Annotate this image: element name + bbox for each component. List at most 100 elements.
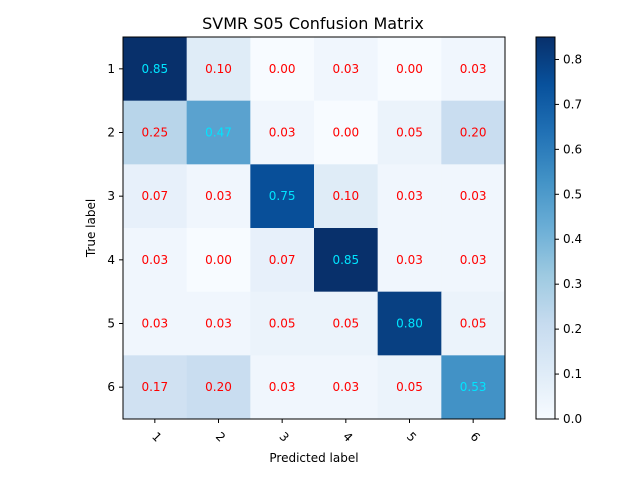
cell-label-r2-c3: 0.03 xyxy=(269,126,296,140)
cell-r3-c5 xyxy=(377,164,442,229)
colorbar-tick-label-0.6: 0.6 xyxy=(563,142,582,156)
cell-label-r1-c6: 0.03 xyxy=(460,62,487,76)
cell-label-r2-c6: 0.20 xyxy=(460,126,487,140)
cell-r6-c6 xyxy=(441,355,506,420)
cell-label-r6-c5: 0.05 xyxy=(396,380,423,394)
cell-label-r5-c6: 0.05 xyxy=(460,317,487,331)
cell-label-r1-c1: 0.85 xyxy=(141,62,168,76)
cell-r5-c3 xyxy=(250,291,315,356)
cell-label-r2-c4: 0.00 xyxy=(332,126,359,140)
cell-r3-c4 xyxy=(314,164,379,229)
cell-label-r6-c3: 0.03 xyxy=(269,380,296,394)
chart-title: SVMR S05 Confusion Matrix xyxy=(202,14,424,33)
colorbar-tick-label-0.1: 0.1 xyxy=(563,367,582,381)
cell-label-r5-c2: 0.03 xyxy=(205,317,232,331)
colorbar-tick-label-0.8: 0.8 xyxy=(563,52,582,66)
cell-r3-c2 xyxy=(186,164,251,229)
cell-r3-c3 xyxy=(250,164,315,229)
y-axis-label: True label xyxy=(84,199,98,258)
colorbar-tick-label-0.0: 0.0 xyxy=(563,412,582,426)
cell-label-r1-c3: 0.00 xyxy=(269,62,296,76)
cell-label-r6-c4: 0.03 xyxy=(332,380,359,394)
cell-r4-c5 xyxy=(377,228,442,293)
cell-r6-c2 xyxy=(186,355,251,420)
x-axis-ticks: 1 2 3 4 5 6 xyxy=(149,419,483,445)
cell-label-r2-c5: 0.05 xyxy=(396,126,423,140)
cell-label-r2-c1: 0.25 xyxy=(141,126,168,140)
colorbar-tick-label-0.3: 0.3 xyxy=(563,277,582,291)
cell-r6-c3 xyxy=(250,355,315,420)
cell-r2-c3 xyxy=(250,100,315,165)
cell-label-r3-c3: 0.75 xyxy=(269,189,296,203)
cell-r3-c6 xyxy=(441,164,506,229)
cell-label-r1-c5: 0.00 xyxy=(396,62,423,76)
cell-label-r1-c2: 0.10 xyxy=(205,62,232,76)
y-tick-label-1: 1 xyxy=(107,62,115,76)
cell-r3-c1 xyxy=(123,164,188,229)
cell-r5-c1 xyxy=(123,291,188,356)
y-axis-ticks: 1 2 3 4 5 6 xyxy=(107,62,123,394)
cell-label-r4-c6: 0.03 xyxy=(460,253,487,267)
cell-r5-c4 xyxy=(314,291,379,356)
colorbar xyxy=(535,36,556,420)
y-tick-label-4: 4 xyxy=(107,253,115,267)
x-tick-label-5: 5 xyxy=(404,429,419,444)
colorbar-tick-label-0.5: 0.5 xyxy=(563,187,582,201)
y-tick-label-5: 5 xyxy=(107,317,115,331)
plot-frame xyxy=(122,36,506,420)
cell-r6-c1 xyxy=(123,355,188,420)
cell-label-r5-c1: 0.03 xyxy=(141,317,168,331)
cell-label-r4-c4: 0.85 xyxy=(332,253,359,267)
cell-label-r4-c1: 0.03 xyxy=(141,253,168,267)
cell-label-r6-c6: 0.53 xyxy=(460,380,487,394)
cell-label-r3-c6: 0.03 xyxy=(460,189,487,203)
x-tick-label-1: 1 xyxy=(149,429,164,444)
cell-r4-c1 xyxy=(123,228,188,293)
cell-label-r4-c2: 0.00 xyxy=(205,253,232,267)
cell-r4-c2 xyxy=(186,228,251,293)
cell-r2-c2 xyxy=(186,100,251,165)
x-tick-label-3: 3 xyxy=(277,429,292,444)
cell-label-r6-c1: 0.17 xyxy=(141,380,168,394)
x-tick-label-6: 6 xyxy=(468,429,483,444)
colorbar-tick-label-0.4: 0.4 xyxy=(563,232,582,246)
cell-label-r4-c3: 0.07 xyxy=(269,253,296,267)
cell-label-r3-c1: 0.07 xyxy=(141,189,168,203)
cell-r4-c3 xyxy=(250,228,315,293)
cell-label-r3-c5: 0.03 xyxy=(396,189,423,203)
cell-r2-c4 xyxy=(314,100,379,165)
cell-label-r2-c2: 0.47 xyxy=(205,126,232,140)
cell-r6-c4 xyxy=(314,355,379,420)
heatmap-cells xyxy=(123,37,506,420)
colorbar-tick-label-0.7: 0.7 xyxy=(563,97,582,111)
cell-r6-c5 xyxy=(377,355,442,420)
cell-r5-c6 xyxy=(441,291,506,356)
x-tick-label-2: 2 xyxy=(213,429,228,444)
cell-r1-c6 xyxy=(441,37,506,102)
x-axis-label: Predicted label xyxy=(269,451,358,465)
heatmap-cell-labels: 0.85 0.10 0.00 0.03 0.00 0.03 0.25 0.47 0.03 0.00… xyxy=(141,62,486,394)
cell-r5-c5 xyxy=(377,291,442,356)
cell-label-r4-c5: 0.03 xyxy=(396,253,423,267)
cell-label-r3-c2: 0.03 xyxy=(205,189,232,203)
cell-r4-c6 xyxy=(441,228,506,293)
cell-r2-c1 xyxy=(123,100,188,165)
cell-r1-c3 xyxy=(250,37,315,102)
cell-label-r1-c4: 0.03 xyxy=(332,62,359,76)
cell-label-r6-c2: 0.20 xyxy=(205,380,232,394)
x-tick-label-4: 4 xyxy=(340,429,355,444)
cell-r1-c2 xyxy=(186,37,251,102)
cell-r2-c6 xyxy=(441,100,506,165)
cell-label-r5-c4: 0.05 xyxy=(332,317,359,331)
cell-r1-c1 xyxy=(123,37,188,102)
cell-r2-c5 xyxy=(377,100,442,165)
y-tick-label-3: 3 xyxy=(107,189,115,203)
cell-r1-c5 xyxy=(377,37,442,102)
colorbar-ticks: 0.0 0.1 0.2 0.3 0.4 0.5 0.6 0.7 0.8 xyxy=(555,52,582,426)
cell-r1-c4 xyxy=(314,37,379,102)
cell-label-r5-c5: 0.80 xyxy=(396,317,423,331)
y-tick-label-6: 6 xyxy=(107,380,115,394)
y-tick-label-2: 2 xyxy=(107,126,115,140)
